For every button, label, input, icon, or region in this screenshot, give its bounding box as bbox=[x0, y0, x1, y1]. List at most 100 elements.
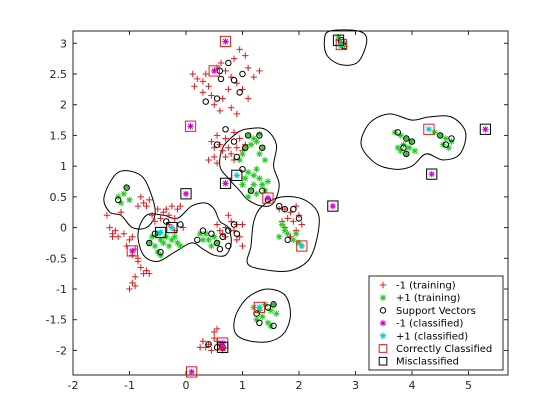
data-point bbox=[253, 316, 260, 323]
data-point bbox=[171, 215, 178, 222]
series-1-classified bbox=[129, 38, 489, 376]
legend-label: Correctly Classified bbox=[396, 344, 492, 355]
data-point bbox=[219, 147, 226, 154]
data-point bbox=[213, 239, 221, 247]
data-point bbox=[250, 73, 257, 81]
data-point bbox=[259, 187, 266, 194]
data-point bbox=[205, 236, 212, 244]
data-point bbox=[219, 339, 226, 347]
data-point bbox=[284, 230, 291, 237]
data-markers bbox=[103, 33, 492, 378]
data-point bbox=[244, 169, 252, 176]
data-point bbox=[123, 184, 130, 191]
data-point bbox=[199, 89, 207, 96]
data-point bbox=[448, 135, 455, 142]
data-point bbox=[239, 165, 246, 173]
series-misclassified bbox=[154, 34, 492, 353]
data-point bbox=[202, 230, 209, 237]
data-point bbox=[208, 242, 215, 250]
data-point bbox=[174, 239, 181, 247]
data-point bbox=[213, 221, 221, 228]
data-point bbox=[225, 59, 232, 67]
data-point bbox=[199, 78, 207, 85]
data-point bbox=[140, 199, 147, 207]
y-tick-label: 3 bbox=[60, 37, 67, 50]
data-point bbox=[408, 138, 416, 145]
data-point bbox=[213, 132, 221, 139]
x-tick-label: 0 bbox=[182, 379, 189, 392]
data-point bbox=[230, 221, 238, 228]
data-point bbox=[120, 230, 128, 237]
data-point bbox=[162, 218, 170, 225]
decision-boundary-7 bbox=[323, 29, 368, 66]
data-point bbox=[143, 202, 150, 210]
data-point bbox=[259, 181, 266, 188]
legend-label: -1 (classified) bbox=[396, 319, 463, 330]
legend-label: -1 (training) bbox=[396, 281, 456, 292]
data-point bbox=[262, 192, 274, 204]
data-point bbox=[205, 156, 212, 164]
decision-boundary-1 bbox=[103, 170, 156, 230]
data-point bbox=[244, 95, 252, 102]
data-point bbox=[216, 107, 224, 115]
data-point bbox=[166, 221, 178, 234]
data-point bbox=[236, 46, 243, 53]
data-point bbox=[126, 236, 133, 244]
data-point bbox=[411, 147, 418, 154]
data-point bbox=[230, 55, 238, 62]
data-point bbox=[219, 177, 232, 189]
data-point bbox=[233, 236, 241, 244]
data-point bbox=[151, 218, 159, 225]
data-point bbox=[225, 212, 232, 219]
data-point bbox=[247, 187, 255, 194]
data-point bbox=[295, 215, 303, 222]
data-point bbox=[114, 196, 122, 204]
data-point bbox=[290, 218, 297, 225]
data-point bbox=[329, 202, 337, 210]
data-point bbox=[222, 153, 229, 161]
data-point bbox=[253, 166, 260, 173]
legend-item: -1 (training) bbox=[379, 281, 456, 292]
data-point bbox=[177, 202, 184, 210]
data-point bbox=[264, 304, 272, 311]
data-point bbox=[194, 75, 201, 83]
data-point bbox=[236, 135, 243, 142]
legend-marker bbox=[379, 319, 387, 327]
legend-marker bbox=[378, 344, 388, 353]
data-point bbox=[211, 328, 218, 336]
data-point bbox=[431, 129, 438, 136]
data-point bbox=[397, 147, 404, 154]
data-point bbox=[160, 209, 167, 216]
data-point bbox=[253, 301, 266, 314]
data-point bbox=[338, 41, 345, 48]
data-point bbox=[129, 247, 136, 255]
data-point bbox=[298, 221, 305, 228]
data-point bbox=[213, 159, 221, 167]
data-point bbox=[250, 135, 257, 142]
data-point bbox=[426, 168, 438, 180]
data-point bbox=[177, 221, 184, 228]
data-point bbox=[146, 239, 153, 247]
data-point bbox=[177, 242, 184, 250]
data-point bbox=[146, 239, 153, 247]
data-point bbox=[256, 132, 263, 139]
data-point bbox=[295, 239, 303, 247]
data-point bbox=[146, 196, 153, 204]
data-point bbox=[227, 104, 235, 111]
data-point bbox=[425, 126, 433, 133]
data-point bbox=[126, 285, 133, 293]
data-point bbox=[482, 126, 489, 133]
y-tick-label: 1 bbox=[60, 160, 67, 173]
data-point bbox=[151, 230, 159, 237]
data-point bbox=[208, 92, 215, 99]
data-point bbox=[187, 123, 194, 130]
data-point bbox=[222, 180, 229, 187]
data-point bbox=[168, 202, 176, 210]
legend-marker bbox=[379, 307, 387, 314]
data-point bbox=[437, 132, 444, 139]
y-tick-label: 1.5 bbox=[50, 129, 68, 142]
data-point bbox=[270, 322, 277, 330]
data-point bbox=[239, 70, 246, 78]
data-point bbox=[211, 334, 218, 342]
